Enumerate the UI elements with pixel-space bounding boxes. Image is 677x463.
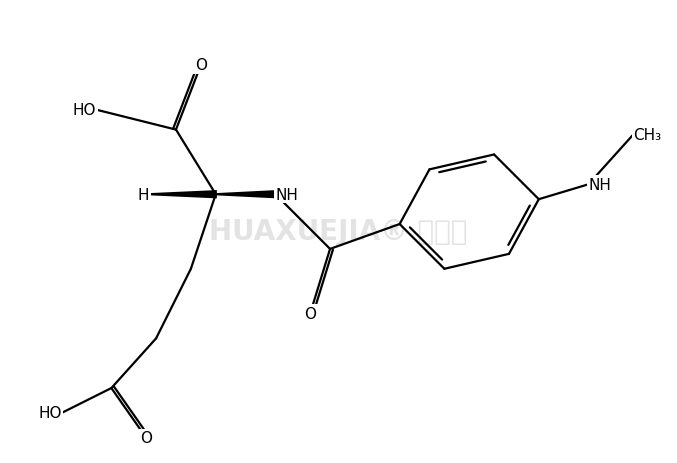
Polygon shape (149, 192, 216, 198)
Text: O: O (140, 430, 152, 445)
Text: CH₃: CH₃ (633, 128, 661, 143)
Text: NH: NH (276, 188, 299, 202)
Text: HO: HO (73, 103, 96, 118)
Text: H: H (137, 188, 149, 202)
Text: NH: NH (588, 177, 611, 192)
Polygon shape (216, 192, 276, 198)
Text: O: O (304, 307, 316, 321)
Text: HO: HO (38, 406, 62, 420)
Text: HUAXUEJIA® 化学加: HUAXUEJIA® 化学加 (209, 218, 467, 245)
Text: O: O (195, 58, 207, 73)
